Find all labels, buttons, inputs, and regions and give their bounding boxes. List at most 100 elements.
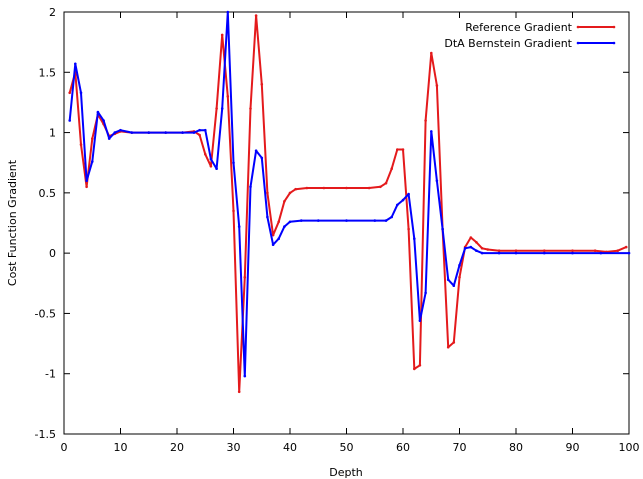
data-point [413,237,416,240]
x-tick-label: 50 [340,441,354,454]
data-point [288,191,292,195]
data-point [480,251,484,255]
x-tick-label: 90 [566,441,580,454]
data-point [91,160,94,163]
data-point [401,148,405,151]
data-point [249,107,252,110]
legend-marker [576,25,580,29]
data-point [396,203,399,207]
y-tick-label: -1.5 [35,428,56,441]
data-point [401,198,405,202]
data-point [384,181,388,185]
data-point [407,227,410,231]
data-point [413,367,416,371]
data-point [254,149,258,152]
data-point [243,276,247,279]
x-tick-label: 0 [61,441,68,454]
data-point [441,227,444,231]
data-point [198,133,201,137]
data-point [543,249,546,252]
data-point [379,185,382,189]
x-tick-label: 60 [396,441,410,454]
data-point [396,148,399,151]
series-line [68,11,629,378]
y-tick-label: -0.5 [35,307,56,320]
data-point [469,245,473,249]
data-point [452,341,456,344]
data-point [74,62,77,66]
legend-label: Reference Gradient [465,21,572,34]
data-point [593,249,597,252]
data-point [260,156,264,160]
data-point [283,225,286,228]
data-point [226,95,230,98]
data-point [345,186,348,190]
data-point [480,247,484,250]
data-point [232,209,235,213]
data-point [514,249,518,252]
data-point [68,119,71,122]
data-point [266,191,269,195]
data-point [271,233,275,237]
data-point [452,284,456,288]
data-point [390,215,394,219]
data-point [384,219,388,222]
data-point [198,128,201,132]
data-point [469,236,473,239]
data-point [497,249,501,252]
data-point [220,107,224,110]
plot-frame [63,11,630,435]
data-point [475,241,478,244]
data-point [192,131,196,134]
x-tick-label: 20 [170,441,184,454]
x-tick-label: 100 [619,441,640,454]
y-tick-label: 2 [49,6,56,19]
y-tick-label: 1 [49,127,56,140]
series-layer [68,10,631,394]
data-point [458,276,461,279]
data-point [85,179,88,183]
data-point [424,119,427,122]
data-point [571,251,574,255]
x-tick-label: 30 [227,441,241,454]
data-point [288,220,292,224]
x-tick-label: 10 [114,441,128,454]
data-point [367,186,371,190]
data-point [215,167,218,170]
data-point [407,192,410,196]
data-point [147,131,151,134]
data-point [430,130,433,133]
data-point [294,187,297,191]
data-point [463,247,467,250]
data-point [204,153,207,156]
data-point [260,83,264,86]
data-point [424,291,427,295]
data-point [226,10,230,14]
data-point [85,185,88,189]
data-point [543,251,546,255]
data-point [243,374,247,378]
data-point [430,51,433,55]
data-point [204,128,207,132]
y-tick-label: 0 [49,247,56,260]
data-point [249,185,252,189]
legend-marker [576,41,580,45]
legend-marker [612,25,616,29]
data-point [446,278,450,282]
data-point [300,219,303,222]
data-point [345,219,348,222]
data-point [322,186,326,190]
data-point [475,249,478,252]
data-point [220,33,224,37]
series-line [68,14,627,393]
data-point [446,345,450,349]
data-point [305,186,309,190]
x-tick-label: 70 [453,441,467,454]
data-point [277,220,281,224]
data-point [271,243,275,246]
x-tick-label: 40 [283,441,297,454]
data-point [91,137,94,140]
data-point [435,84,439,87]
x-tick-label: 80 [509,441,523,454]
